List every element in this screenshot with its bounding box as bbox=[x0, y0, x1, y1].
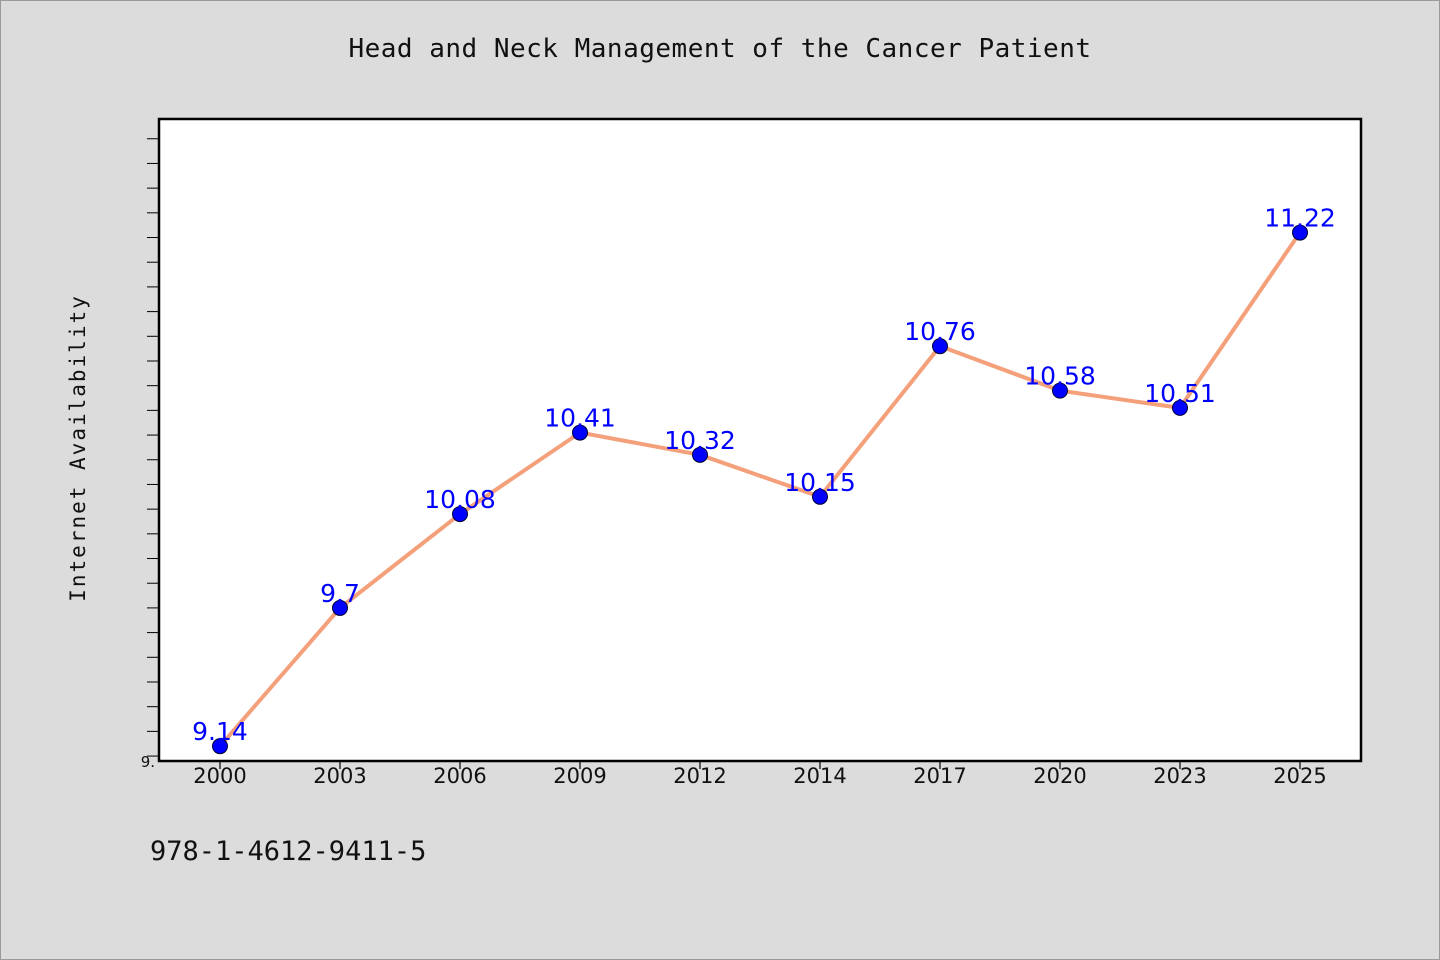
data-label: 10.41 bbox=[544, 404, 616, 433]
data-point bbox=[332, 599, 348, 616]
x-tick-label: 2023 bbox=[1153, 764, 1206, 788]
data-point bbox=[1172, 399, 1188, 416]
x-tick-label: 2003 bbox=[313, 764, 366, 788]
x-tick-label: 2006 bbox=[433, 764, 486, 788]
y-axis-ticks: 9. bbox=[141, 138, 159, 771]
x-tick-label: 2017 bbox=[913, 764, 966, 788]
chart-title: Head and Neck Management of the Cancer P… bbox=[348, 34, 1092, 64]
data-label: 10.32 bbox=[664, 426, 736, 455]
x-axis-ticks: 2000 2003 2006 2009 2012 2014 2017 2020 2023 2025 bbox=[193, 761, 1327, 788]
data-point bbox=[932, 338, 948, 355]
x-tick-label: 2014 bbox=[793, 764, 846, 788]
x-tick-label: 2025 bbox=[1273, 764, 1326, 788]
data-label: 10.15 bbox=[784, 468, 856, 497]
x-tick-label: 2012 bbox=[673, 764, 726, 788]
x-tick-label: 2009 bbox=[553, 764, 606, 788]
data-point bbox=[812, 488, 828, 505]
data-label: 10.58 bbox=[1024, 362, 1096, 391]
plot-area bbox=[157, 117, 1363, 763]
x-tick-label: 2000 bbox=[193, 764, 246, 788]
x-tick-label: 2020 bbox=[1033, 764, 1086, 788]
data-point bbox=[212, 738, 228, 755]
data-label: 10.76 bbox=[904, 317, 976, 346]
data-point bbox=[692, 446, 708, 463]
data-point bbox=[452, 506, 468, 523]
data-point bbox=[1052, 382, 1068, 399]
data-label: 9.7 bbox=[320, 579, 360, 608]
y-tick-label: 9. bbox=[141, 753, 155, 771]
data-point bbox=[1292, 224, 1308, 241]
data-label: 11.22 bbox=[1264, 204, 1336, 233]
data-points bbox=[212, 224, 1308, 755]
data-labels: 9.14 9.7 10.08 10.41 10.32 10.15 10.76 10.58 10.… bbox=[192, 204, 1336, 747]
data-label: 10.51 bbox=[1144, 379, 1216, 408]
isbn-footer: 978-1-4612-9411-5 bbox=[150, 836, 427, 867]
data-point bbox=[572, 424, 588, 441]
data-label: 9.14 bbox=[192, 717, 248, 746]
data-label: 10.08 bbox=[424, 485, 496, 514]
series-line bbox=[218, 230, 1302, 749]
